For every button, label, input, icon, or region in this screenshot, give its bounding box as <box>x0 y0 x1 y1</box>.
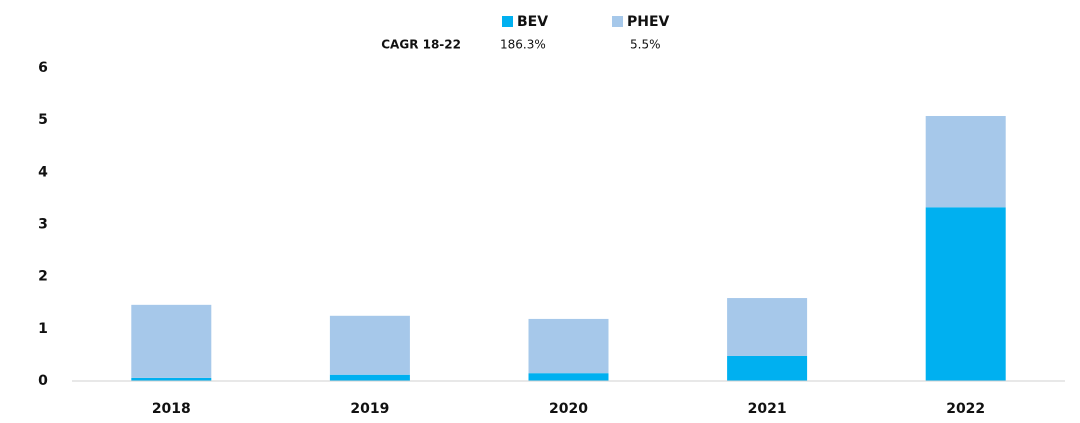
bar-segment <box>727 298 808 356</box>
bar-segment <box>528 318 609 374</box>
bar-segment <box>925 115 1006 208</box>
cagr-value: 5.5% <box>630 38 661 52</box>
bar-segment <box>131 304 212 378</box>
legend-label: BEV <box>517 14 548 30</box>
y-tick-label: 3 <box>38 217 48 233</box>
x-tick-label: 2019 <box>350 401 389 417</box>
y-tick-label: 1 <box>38 321 48 337</box>
bar-segment <box>727 355 808 381</box>
bar-segment <box>131 377 212 381</box>
bar-segment <box>528 373 609 381</box>
bar-segment <box>329 315 410 375</box>
y-tick-label: 2 <box>38 269 48 285</box>
bar-segment <box>329 374 410 381</box>
legend-label: PHEV <box>627 14 670 30</box>
y-tick-label: 6 <box>38 60 48 76</box>
legend-swatch <box>502 16 513 27</box>
y-tick-label: 0 <box>38 373 48 389</box>
cagr-label: CAGR 18-22 <box>381 38 461 52</box>
x-tick-label: 2021 <box>748 401 787 417</box>
x-tick-label: 2018 <box>152 401 191 417</box>
y-tick-label: 5 <box>38 112 48 128</box>
cagr-value: 186.3% <box>500 38 546 52</box>
legend-swatch <box>612 16 623 27</box>
bar-segment <box>925 207 1006 381</box>
x-tick-label: 2020 <box>549 401 588 417</box>
x-tick-label: 2022 <box>946 401 985 417</box>
y-tick-label: 4 <box>38 164 48 180</box>
